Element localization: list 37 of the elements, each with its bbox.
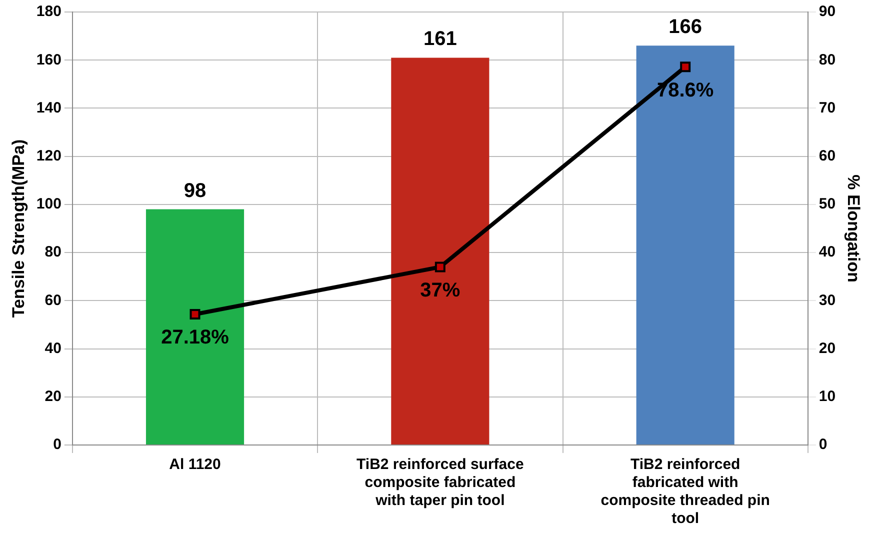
bar bbox=[146, 209, 244, 444]
y-tick-label: 160 bbox=[36, 51, 62, 68]
data-label: 166 bbox=[668, 16, 702, 38]
y-tick-label: 80 bbox=[44, 244, 62, 261]
y2-axis-title: % Elongation bbox=[844, 174, 864, 282]
y-tick-label: 0 bbox=[53, 436, 62, 454]
data-label: 98 bbox=[184, 180, 206, 202]
y-tick-label: 40 bbox=[44, 340, 62, 357]
y2-tick-label: 40 bbox=[818, 244, 836, 261]
y2-tick-label: 20 bbox=[818, 340, 836, 357]
x-tick-label: TiB2 reinforced fabricated with composite threaded pin tool bbox=[600, 456, 770, 528]
y-axis-title: Tensile Strength(MPa) bbox=[8, 139, 28, 318]
y2-tick-label: 80 bbox=[818, 51, 836, 68]
point bbox=[434, 262, 446, 272]
data-label: 161 bbox=[423, 28, 457, 50]
x-tick-label: TiB2 reinforced surface composite fabricated with taper pin tool bbox=[356, 456, 524, 510]
y-tick-label: 20 bbox=[44, 388, 62, 406]
y-tick-label: 180 bbox=[36, 3, 62, 20]
y2-tick-label: 60 bbox=[818, 147, 836, 164]
bar bbox=[636, 46, 734, 444]
y-tick-label: 100 bbox=[36, 196, 62, 213]
y2-tick-label: 90 bbox=[818, 3, 836, 20]
y2-tick-label: 30 bbox=[818, 292, 836, 309]
data-label: 78.6% bbox=[656, 79, 714, 102]
bar bbox=[391, 58, 490, 444]
data-label: 27.18% bbox=[161, 326, 230, 349]
data-label: 37% bbox=[420, 280, 460, 302]
y2-tick-label: 0 bbox=[818, 436, 828, 454]
y-tick-label: 60 bbox=[44, 292, 62, 309]
point bbox=[680, 62, 691, 72]
y-tick-label: 120 bbox=[36, 147, 62, 164]
y-tick-label: 140 bbox=[36, 99, 62, 116]
y2-tick-label: 50 bbox=[818, 196, 836, 213]
x-tick-label: Al 1120 bbox=[169, 456, 221, 474]
point bbox=[190, 308, 200, 320]
y2-tick-label: 10 bbox=[818, 388, 836, 406]
y2-tick-label: 70 bbox=[818, 99, 836, 116]
